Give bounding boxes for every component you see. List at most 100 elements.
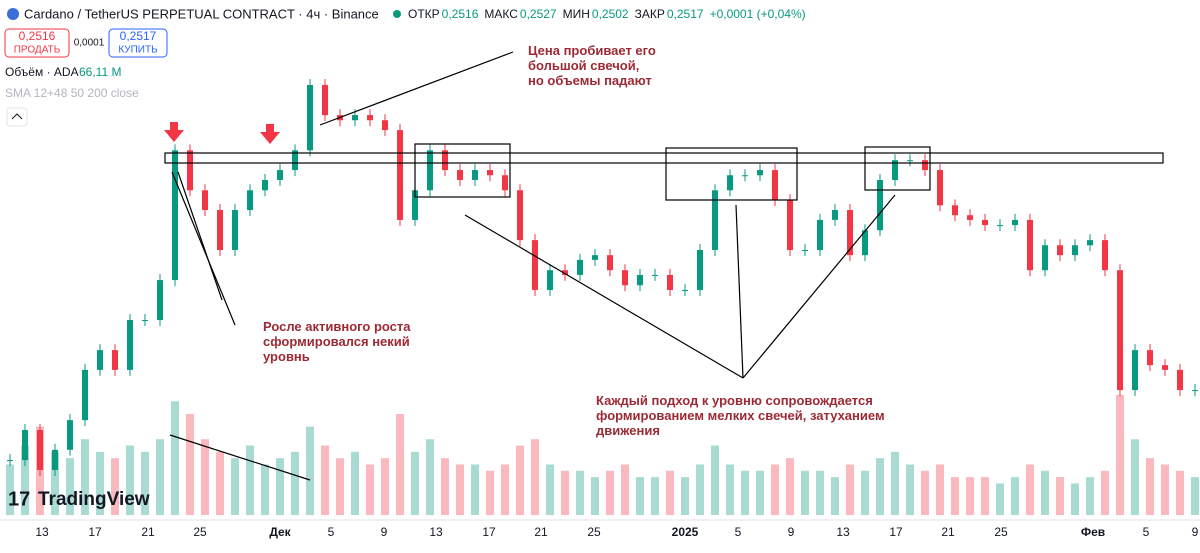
volume-bar xyxy=(966,477,974,515)
x-tick-label: 21 xyxy=(534,525,548,539)
candle xyxy=(322,85,328,116)
volume-bar xyxy=(426,439,434,515)
sell-price[interactable]: 0,2516 xyxy=(19,29,56,43)
volume-bar xyxy=(21,445,29,515)
candle xyxy=(1177,369,1183,391)
volume-bar xyxy=(771,464,779,515)
sma-label: SMA 12+48 50 200 close xyxy=(5,86,139,100)
volume-bar xyxy=(831,477,839,515)
candle xyxy=(997,225,1003,227)
candle xyxy=(277,170,283,180)
candle xyxy=(187,150,193,191)
volume-bar xyxy=(741,470,749,515)
x-tick-label: 9 xyxy=(788,525,795,539)
candle xyxy=(7,460,13,462)
red-arrow xyxy=(260,124,280,144)
annotation: Цена пробивает его большой свечой, но об… xyxy=(528,43,659,88)
volume-bar xyxy=(1041,470,1049,515)
volume-bar xyxy=(756,470,764,515)
sell-button[interactable] xyxy=(4,28,70,58)
candle xyxy=(1087,240,1093,246)
volume-bar xyxy=(861,470,869,515)
arrow-line xyxy=(742,194,896,379)
candle xyxy=(817,219,823,250)
x-tick-label: 5 xyxy=(735,525,742,539)
volume-bar xyxy=(876,458,884,515)
candle xyxy=(952,205,958,216)
volume-bar xyxy=(606,470,614,515)
x-tick-label: 17 xyxy=(88,525,102,539)
candle xyxy=(382,120,388,131)
volume-bar xyxy=(141,451,149,515)
volume-bar xyxy=(276,458,284,515)
volume-bar xyxy=(1191,477,1199,515)
candle xyxy=(592,255,598,260)
collapse-button[interactable] xyxy=(6,107,28,127)
volume-bar xyxy=(1056,477,1064,515)
volume-bar xyxy=(456,464,464,515)
volume-bar xyxy=(186,413,194,515)
candle xyxy=(862,230,868,256)
candle xyxy=(607,255,613,271)
logo: 17 TradingView xyxy=(8,488,150,510)
arrow-line xyxy=(464,214,744,379)
candle xyxy=(22,430,28,461)
volume-bar xyxy=(396,413,404,515)
volume-bar xyxy=(1131,439,1139,515)
volume-bar xyxy=(366,464,374,515)
x-tick-label: 13 xyxy=(35,525,49,539)
volume-bar xyxy=(951,477,959,515)
candle xyxy=(247,190,253,211)
box xyxy=(864,146,931,191)
buy-button[interactable] xyxy=(108,28,168,58)
ohlc-change: +0,0001 (+0,04%) xyxy=(710,7,806,21)
ohlc-value: 0,2527 xyxy=(520,7,557,21)
ohlc-key: ОТКР xyxy=(408,7,440,21)
candle xyxy=(712,190,718,250)
candle xyxy=(217,210,223,250)
level-rect xyxy=(164,152,1164,164)
annotation: Каждый подход к уровню сопровождается фо… xyxy=(596,393,888,438)
candle xyxy=(67,420,73,450)
volume-bar xyxy=(816,470,824,515)
candle xyxy=(367,115,373,121)
ohlc: ОТКР 0,2516 МАКС 0,2527 МИН 0,2502 ЗАКР 0,2517 +… xyxy=(408,7,806,21)
candle xyxy=(412,190,418,220)
x-axis: 13 17 21 25 Дек 5 9 13 17 21 25 2025 5 9 13 17 21 25 Фев 5 9 xyxy=(35,525,1198,539)
candle xyxy=(877,179,883,231)
volume-bar xyxy=(306,426,314,515)
candle xyxy=(487,170,493,176)
volume-bar xyxy=(171,401,179,515)
candle xyxy=(787,200,793,250)
volume-line xyxy=(169,434,311,481)
volume-value: 66,11 M xyxy=(79,65,121,79)
ohlc-value: 0,2516 xyxy=(442,7,479,21)
buy-price[interactable]: 0,2517 xyxy=(120,29,157,43)
volume-bar xyxy=(666,470,674,515)
volume-bar xyxy=(111,458,119,515)
candle xyxy=(1102,240,1108,271)
candle xyxy=(1042,245,1048,271)
volume-bar xyxy=(1146,458,1154,515)
volume-bar xyxy=(1116,395,1124,515)
ohlc-value: 0,2517 xyxy=(667,7,704,21)
volume-bar xyxy=(801,470,809,515)
volume-bar xyxy=(336,458,344,515)
candle xyxy=(427,150,433,191)
x-tick-label: 9 xyxy=(1192,525,1199,539)
time-axis xyxy=(0,520,1200,548)
sell-label[interactable]: ПРОДАТЬ xyxy=(14,45,61,56)
buy-label[interactable]: КУПИТЬ xyxy=(118,45,158,56)
volume-bar xyxy=(291,451,299,515)
x-tick-label: 5 xyxy=(1143,525,1150,539)
candle xyxy=(742,175,748,177)
candle xyxy=(397,130,403,220)
volume-bar xyxy=(246,445,254,515)
drawings xyxy=(164,51,1164,481)
candle xyxy=(847,210,853,256)
candle xyxy=(142,320,148,322)
volume-bar xyxy=(96,451,104,515)
candle xyxy=(202,190,208,211)
